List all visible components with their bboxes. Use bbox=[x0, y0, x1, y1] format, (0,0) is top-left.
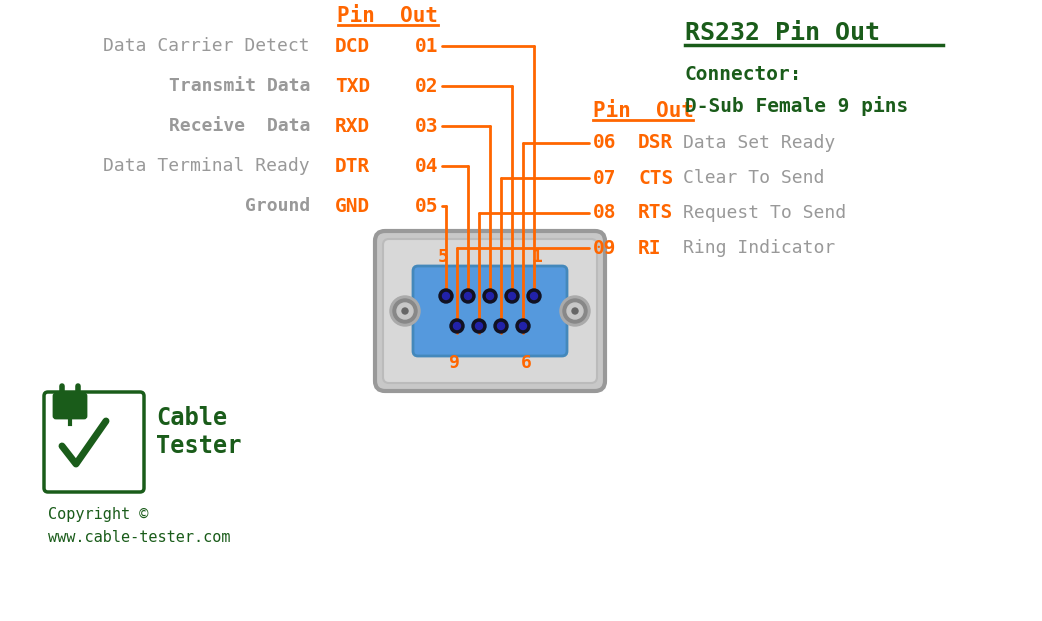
Text: Ground: Ground bbox=[245, 197, 311, 215]
Circle shape bbox=[505, 289, 519, 303]
Circle shape bbox=[516, 319, 530, 333]
Circle shape bbox=[563, 299, 587, 323]
Circle shape bbox=[494, 319, 508, 333]
Text: Data Carrier Detect: Data Carrier Detect bbox=[103, 37, 311, 55]
Circle shape bbox=[450, 319, 464, 333]
Text: DSR: DSR bbox=[638, 134, 673, 153]
Text: D-Sub Female 9 pins: D-Sub Female 9 pins bbox=[685, 96, 909, 116]
Text: 9: 9 bbox=[448, 354, 460, 372]
Text: DCD: DCD bbox=[334, 37, 370, 55]
Text: 04: 04 bbox=[415, 156, 438, 176]
FancyBboxPatch shape bbox=[375, 231, 605, 391]
FancyBboxPatch shape bbox=[413, 266, 567, 356]
Text: 01: 01 bbox=[415, 37, 438, 55]
Circle shape bbox=[560, 296, 590, 326]
Circle shape bbox=[530, 292, 538, 299]
Text: RI: RI bbox=[638, 238, 662, 258]
Text: 06: 06 bbox=[593, 134, 617, 153]
Text: Connector:: Connector: bbox=[685, 65, 802, 83]
Text: RTS: RTS bbox=[638, 204, 673, 222]
Circle shape bbox=[443, 292, 449, 299]
FancyBboxPatch shape bbox=[54, 394, 86, 418]
Text: RS232 Pin Out: RS232 Pin Out bbox=[685, 21, 880, 45]
Text: 02: 02 bbox=[415, 76, 438, 96]
Text: 1: 1 bbox=[531, 248, 543, 266]
Circle shape bbox=[572, 308, 578, 314]
Circle shape bbox=[520, 322, 526, 330]
Circle shape bbox=[483, 289, 497, 303]
Circle shape bbox=[475, 322, 482, 330]
Text: 07: 07 bbox=[593, 168, 617, 188]
Text: Tester: Tester bbox=[156, 434, 242, 458]
Text: Pin  Out: Pin Out bbox=[593, 101, 694, 121]
Circle shape bbox=[567, 303, 584, 319]
Text: www.cable-tester.com: www.cable-tester.com bbox=[48, 530, 230, 545]
FancyBboxPatch shape bbox=[383, 239, 597, 383]
Circle shape bbox=[390, 296, 420, 326]
Text: Transmit Data: Transmit Data bbox=[169, 77, 311, 95]
Circle shape bbox=[461, 289, 475, 303]
Text: 5: 5 bbox=[438, 248, 448, 266]
Text: DTR: DTR bbox=[334, 156, 370, 176]
Text: Receive  Data: Receive Data bbox=[169, 117, 311, 135]
Circle shape bbox=[527, 289, 541, 303]
Circle shape bbox=[487, 292, 494, 299]
Circle shape bbox=[465, 292, 471, 299]
Text: Clear To Send: Clear To Send bbox=[683, 169, 824, 187]
Circle shape bbox=[508, 292, 516, 299]
Text: 08: 08 bbox=[593, 204, 617, 222]
Text: Copyright ©: Copyright © bbox=[48, 507, 148, 522]
Text: RXD: RXD bbox=[334, 117, 370, 135]
Text: 09: 09 bbox=[593, 238, 617, 258]
Circle shape bbox=[439, 289, 453, 303]
Circle shape bbox=[472, 319, 486, 333]
Text: Request To Send: Request To Send bbox=[683, 204, 846, 222]
FancyBboxPatch shape bbox=[44, 392, 144, 492]
Text: 6: 6 bbox=[521, 354, 531, 372]
Circle shape bbox=[402, 308, 408, 314]
Text: Data Set Ready: Data Set Ready bbox=[683, 134, 836, 152]
Circle shape bbox=[497, 322, 504, 330]
Text: GND: GND bbox=[334, 196, 370, 215]
Text: Pin  Out: Pin Out bbox=[337, 6, 438, 26]
Circle shape bbox=[393, 299, 417, 323]
Text: 03: 03 bbox=[415, 117, 438, 135]
Circle shape bbox=[397, 303, 413, 319]
Text: 05: 05 bbox=[415, 196, 438, 215]
Text: Ring Indicator: Ring Indicator bbox=[683, 239, 836, 257]
Text: CTS: CTS bbox=[638, 168, 673, 188]
Circle shape bbox=[453, 322, 461, 330]
Text: TXD: TXD bbox=[334, 76, 370, 96]
Text: Data Terminal Ready: Data Terminal Ready bbox=[103, 157, 311, 175]
Text: Cable: Cable bbox=[156, 406, 227, 430]
